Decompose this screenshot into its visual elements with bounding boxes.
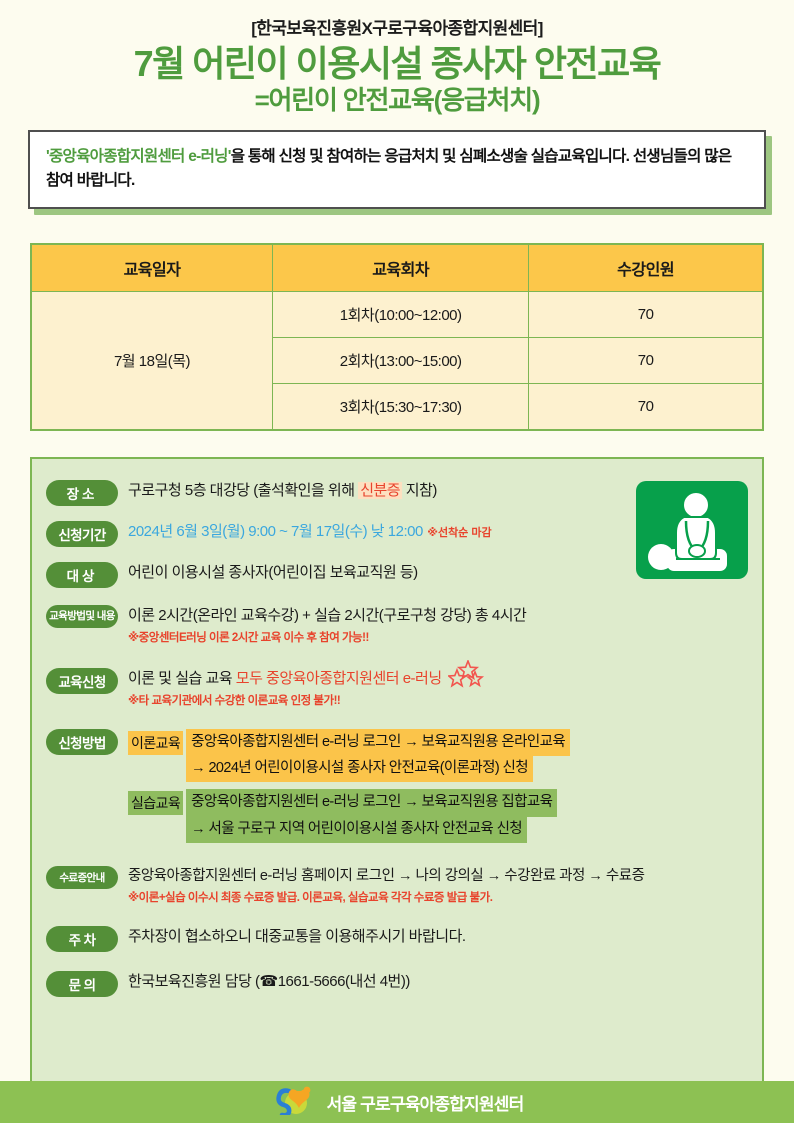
cell-capacity: 70 xyxy=(528,336,764,384)
detail-row-method: 교육방법 및 내용 이론 2시간(온라인 교육수강) + 실습 2시간(구로구청… xyxy=(46,604,748,647)
seoul-guro-logo-icon xyxy=(271,1085,317,1120)
parking-body: 주차장이 협소하오니 대중교통을 이용해주시기 바랍니다. xyxy=(128,925,748,948)
cell-session: 3회차(15:30~17:30) xyxy=(272,382,530,431)
footer-logo-group: 서울 구로구육아종합지원센터 xyxy=(271,1085,524,1120)
badge-certificate: 수료증안내 xyxy=(46,865,118,889)
parking-text: 주차장이 협소하오니 대중교통을 이용해주시기 바랍니다. xyxy=(128,927,466,945)
certificate-text: 중앙육아종합지원센터 e-러닝 홈페이지 로그인 → 나의 강의실 → 수강완료… xyxy=(128,867,645,884)
certificate-note: ※이론+실습 이수시 최종 수료증 발급. 이론교육, 실습교육 각각 수료증 … xyxy=(128,891,493,904)
callout-rest: 을 통해 신청 및 참여하는 응급처치 및 심폐소생술 실습교육입니다. 선생님… xyxy=(46,147,732,189)
badge-apply: 교육신청 xyxy=(46,667,118,694)
page-subtitle: =어린이 안전교육(응급처치) xyxy=(254,84,541,115)
column-header-date: 교육일자 xyxy=(30,243,274,292)
table-row: 2회차(13:00~15:00) 70 xyxy=(31,336,764,384)
callout-text: '중앙육아종합지원센터 e-러닝'을 통해 신청 및 참여하는 응급처치 및 심… xyxy=(46,145,748,193)
cell-capacity: 70 xyxy=(528,382,764,431)
page-footer: 서울 구로구육아종합지원센터 xyxy=(0,1081,794,1123)
apply-note: ※타 교육기관에서 수강한 이론교육 인정 불가!! xyxy=(128,694,341,707)
theory-line2: → 2024년 어린이이용시설 종사자 안전교육(이론과정) 신청 xyxy=(186,755,534,783)
badge-method: 교육방법 및 내용 xyxy=(46,604,118,628)
detail-row-place: 장소 구로구청 5층 대강당 (출석확인을 위해 신분증 지참) xyxy=(46,479,748,506)
table-row: 3회차(15:30~17:30) 70 xyxy=(31,382,764,431)
how-theory-block: 이론교육 중앙육아종합지원센터 e-러닝 로그인 → 보육교직원용 온라인교육 … xyxy=(128,728,748,783)
intro-callout: '중앙육아종합지원센터 e-러닝'을 통해 신청 및 참여하는 응급처치 및 심… xyxy=(28,129,772,215)
practice-tag: 실습교육 xyxy=(128,791,184,816)
table-header-row: 교육일자 교육회차 수강인원 xyxy=(30,243,764,292)
badge-target: 대상 xyxy=(46,561,118,588)
period-body: 2024년 6월 3일(월) 9:00 ~ 7월 17일(수) 낮 12:00 … xyxy=(128,520,748,543)
detail-row-contact: 문 의 한국보육진흥원 담당 (☎1661-5666(내선 4번)) xyxy=(46,970,748,997)
practice-line1: 중앙육아종합지원센터 e-러닝 로그인 → 보육교직원용 집합교육 xyxy=(186,789,558,817)
practice-lines: 중앙육아종합지원센터 e-러닝 로그인 → 보육교직원용 집합교육 → 서울 구… xyxy=(186,789,558,843)
detail-row-how: 신청방법 이론교육 중앙육아종합지원센터 e-러닝 로그인 → 보육교직원용 온… xyxy=(46,728,748,843)
period-note: ※선착순 마감 xyxy=(427,526,492,539)
column-header-capacity: 수강인원 xyxy=(528,243,764,292)
apply-body: 이론 및 실습 교육 모두 중앙육아종합지원센터 e-러닝 ※타 교육기관에서 … xyxy=(128,659,748,710)
method-body: 이론 2시간(온라인 교육수강) + 실습 2시간(구로구청 강당) 총 4시간… xyxy=(128,604,748,647)
how-body: 이론교육 중앙육아종합지원센터 e-러닝 로그인 → 보육교직원용 온라인교육 … xyxy=(128,728,748,843)
badge-place: 장소 xyxy=(46,479,118,506)
organization-line: [한국보육진흥원X구로구육아종합지원센터] xyxy=(251,19,543,38)
schedule-table: 교육일자 교육회차 수강인원 7월 18일(목) 1회차(10:00~12:00… xyxy=(30,242,764,431)
target-text: 어린이 이용시설 종사자(어린이집 보육교직원 등) xyxy=(128,563,418,581)
cell-capacity: 70 xyxy=(528,290,764,338)
target-body: 어린이 이용시설 종사자(어린이집 보육교직원 등) xyxy=(128,561,748,584)
theory-lines: 중앙육아종합지원센터 e-러닝 로그인 → 보육교직원용 온라인교육 → 202… xyxy=(186,728,571,783)
place-text-before: 구로구청 5층 대강당 (출석확인을 위해 xyxy=(128,481,359,499)
page-title: 7월 어린이 이용시설 종사자 안전교육 xyxy=(133,43,662,84)
detail-row-certificate: 수료증안내 중앙육아종합지원센터 e-러닝 홈페이지 로그인 → 나의 강의실 … xyxy=(46,865,748,907)
callout-quote: '중앙육아종합지원센터 e-러닝' xyxy=(46,147,231,165)
badge-how: 신청방법 xyxy=(46,728,118,755)
contact-body: 한국보육진흥원 담당 (☎1661-5666(내선 4번)) xyxy=(128,970,748,993)
column-header-session: 교육회차 xyxy=(272,243,530,292)
theory-tag: 이론교육 xyxy=(128,730,184,755)
cell-session: 1회차(10:00~12:00) xyxy=(272,290,530,338)
detail-row-target: 대상 어린이 이용시설 종사자(어린이집 보육교직원 등) xyxy=(46,561,748,588)
period-text: 2024년 6월 3일(월) 9:00 ~ 7월 17일(수) 낮 12:00 xyxy=(128,522,423,540)
certificate-body: 중앙육아종합지원센터 e-러닝 홈페이지 로그인 → 나의 강의실 → 수강완료… xyxy=(128,865,748,907)
theory-line1: 중앙육아종합지원센터 e-러닝 로그인 → 보육교직원용 온라인교육 xyxy=(186,728,571,757)
apply-text-before: 이론 및 실습 교육 xyxy=(128,669,236,687)
place-text-after: 지참) xyxy=(402,481,438,499)
sparkle-stars-icon xyxy=(446,659,485,688)
detail-row-apply: 교육신청 이론 및 실습 교육 모두 중앙육아종합지원센터 e-러닝 ※타 교육… xyxy=(46,659,748,710)
place-highlight: 신분증 xyxy=(358,481,403,499)
badge-period: 신청기간 xyxy=(46,520,118,547)
badge-method-line1: 교육방법 xyxy=(49,609,86,622)
practice-tag-col: 실습교육 xyxy=(128,789,184,816)
method-note: ※중앙센터E러닝 이론 2시간 교육 이수 후 참여 가능!! xyxy=(128,631,369,644)
detail-row-parking: 주 차 주차장이 협소하오니 대중교통을 이용해주시기 바랍니다. xyxy=(46,925,748,952)
cell-session: 2회차(13:00~15:00) xyxy=(272,336,530,384)
apply-line: 이론 및 실습 교육 모두 중앙육아종합지원센터 e-러닝 xyxy=(128,659,748,690)
place-body: 구로구청 5층 대강당 (출석확인을 위해 신분증 지참) xyxy=(128,479,748,502)
theory-tag-col: 이론교육 xyxy=(128,729,184,755)
badge-method-line2: 및 내용 xyxy=(85,609,115,622)
how-practice-block: 실습교육 중앙육아종합지원센터 e-러닝 로그인 → 보육교직원용 집합교육 →… xyxy=(128,789,748,843)
cpr-icon xyxy=(636,480,748,579)
footer-logo-text: 서울 구로구육아종합지원센터 xyxy=(326,1094,525,1114)
cell-date: 7월 18일(목) xyxy=(30,290,274,431)
detail-row-period: 신청기간 2024년 6월 3일(월) 9:00 ~ 7월 17일(수) 낮 1… xyxy=(46,520,748,547)
badge-contact: 문 의 xyxy=(46,970,118,997)
poster-header: [한국보육진흥원X구로구육아종합지원센터] 7월 어린이 이용시설 종사자 안전… xyxy=(0,0,794,116)
badge-parking: 주 차 xyxy=(46,925,118,952)
method-text: 이론 2시간(온라인 교육수강) + 실습 2시간(구로구청 강당) 총 4시간 xyxy=(128,606,527,624)
callout-box: '중앙육아종합지원센터 e-러닝'을 통해 신청 및 참여하는 응급처치 및 심… xyxy=(28,129,766,209)
table-row: 7월 18일(목) 1회차(10:00~12:00) 70 xyxy=(30,290,764,431)
contact-text: 한국보육진흥원 담당 (☎1661-5666(내선 4번)) xyxy=(128,972,410,990)
details-panel: 장소 구로구청 5층 대강당 (출석확인을 위해 신분증 지참) 신청기간 20… xyxy=(30,456,764,1087)
schedule-table-wrap: 교육일자 교육회차 수강인원 7월 18일(목) 1회차(10:00~12:00… xyxy=(30,242,764,431)
practice-line2: → 서울 구로구 지역 어린이이용시설 종사자 안전교육 신청 xyxy=(186,815,528,843)
apply-highlight: 모두 중앙육아종합지원센터 e-러닝 xyxy=(235,669,442,687)
